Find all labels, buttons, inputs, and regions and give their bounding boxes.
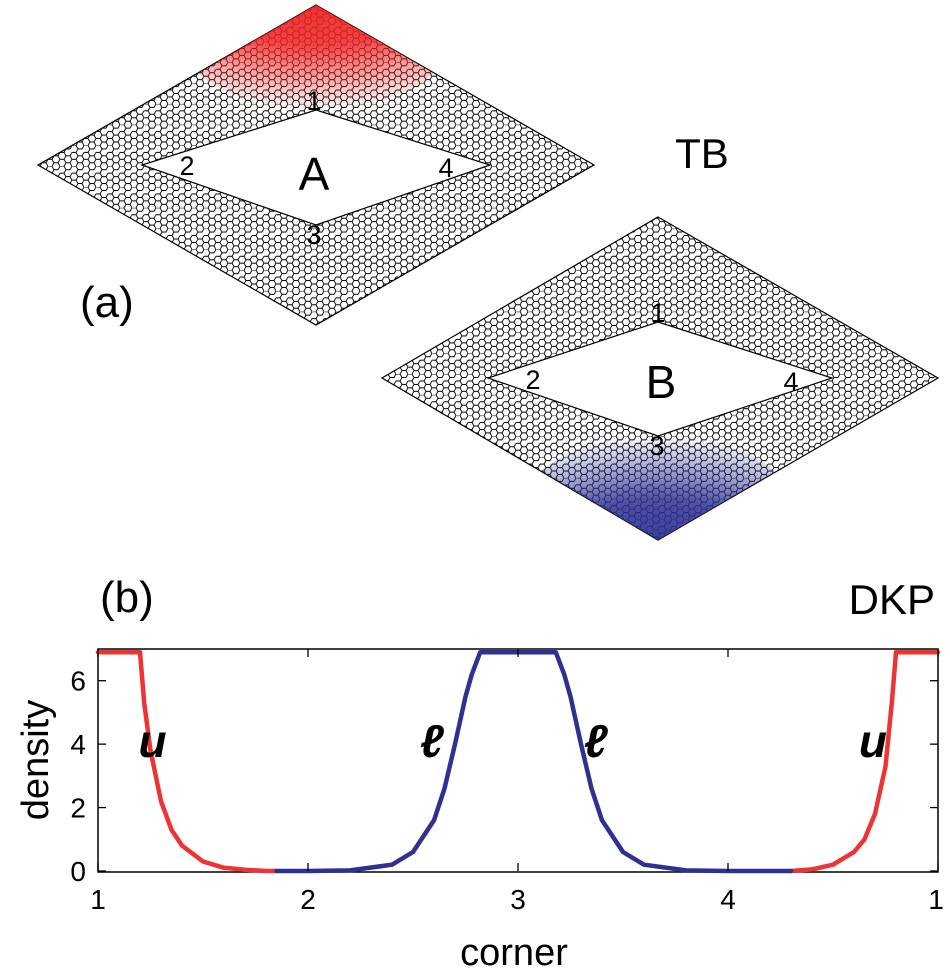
density-curve-series-0-segment-0 xyxy=(95,649,279,874)
flake-b-corner-1: 1 xyxy=(650,298,665,328)
x-tick-label: 1 xyxy=(90,884,106,915)
curve-label-3: u xyxy=(859,715,887,767)
flake-a-lattice xyxy=(36,4,596,326)
y-tick-label: 0 xyxy=(70,856,86,887)
flake-b-density-highlight xyxy=(518,435,798,540)
flake-b-corner-3: 3 xyxy=(649,431,664,461)
curve-label-1: ℓ xyxy=(420,715,444,767)
plot-frame xyxy=(97,648,939,873)
flake-b-label: B xyxy=(646,356,677,408)
curve-label-0: u xyxy=(139,715,167,767)
method-tb-label: TB xyxy=(675,130,729,177)
x-tick-label: 4 xyxy=(720,884,736,915)
density-curves xyxy=(95,649,941,874)
panel-b-label: (b) xyxy=(100,573,154,622)
flake-b-corner-2: 2 xyxy=(525,365,540,395)
x-tick-label: 1 xyxy=(928,884,944,915)
y-axis-ticks: 0 2 4 6 xyxy=(70,666,938,887)
x-tick-label: 2 xyxy=(300,884,316,915)
method-dkp-label: DKP xyxy=(849,576,935,623)
x-tick-label: 3 xyxy=(510,884,526,915)
flake-a-corner-4: 4 xyxy=(438,153,453,183)
curve-label-2: ℓ xyxy=(584,715,608,767)
y-tick-label: 6 xyxy=(70,666,86,697)
x-axis-title: corner xyxy=(460,932,568,974)
flake-b-corner-4: 4 xyxy=(783,367,798,397)
density-curve-series-1-segment-0 xyxy=(274,649,794,874)
flake-a-label: A xyxy=(299,148,330,200)
flake-a-corner-1: 1 xyxy=(306,86,321,116)
density-chart: 1 2 3 4 1 0 2 4 6 u ℓ ℓ u corner density xyxy=(15,648,944,974)
y-axis-title: density xyxy=(15,700,57,820)
density-curve-series-0-segment-1 xyxy=(788,649,941,874)
y-tick-label: 2 xyxy=(70,793,86,824)
panel-a-label: (a) xyxy=(80,278,134,327)
flake-a-corner-3: 3 xyxy=(306,220,321,250)
flake-a-density-highlight xyxy=(176,5,456,110)
y-tick-label: 4 xyxy=(70,729,86,760)
flake-a xyxy=(36,4,596,326)
x-axis-ticks: 1 2 3 4 1 xyxy=(90,649,944,915)
flake-a-corner-2: 2 xyxy=(179,151,194,181)
flake-b xyxy=(380,216,940,541)
